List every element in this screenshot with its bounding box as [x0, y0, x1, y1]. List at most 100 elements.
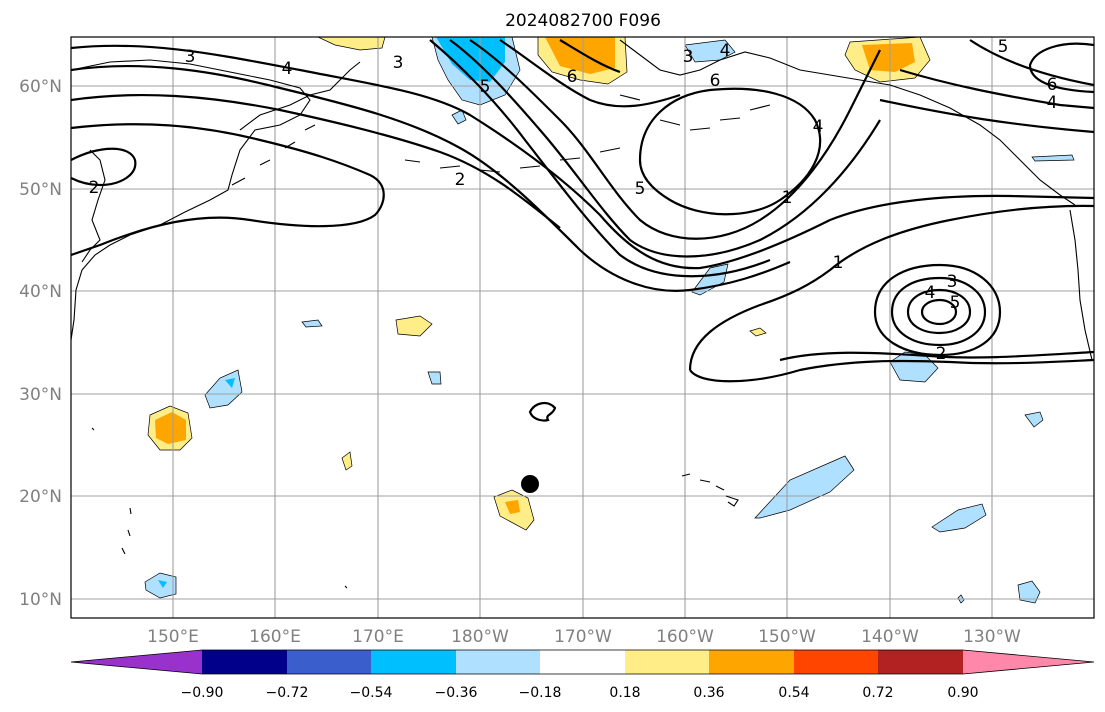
colorbar-tick-label: −0.54: [350, 685, 393, 701]
colorbar-outline: [70, 649, 1095, 675]
contour-label: 3: [393, 53, 404, 73]
shade-yellow-5: [749, 327, 767, 337]
shade-orange-north-core: [545, 37, 615, 74]
contour-label: 6: [567, 67, 578, 87]
shade-orange-1: [155, 412, 186, 444]
colorbar-tick-label: 0.18: [609, 685, 640, 701]
shade-blue-small-1: [451, 109, 467, 125]
lat-label: 10°N: [19, 590, 62, 610]
colorbar-tick-label: −0.18: [519, 685, 562, 701]
storm-center-marker: [521, 475, 539, 493]
contour-lines: [71, 39, 1094, 422]
contour-label: 2: [89, 178, 100, 198]
colorbar-extend-high: [963, 650, 1094, 674]
map-frame: [70, 36, 1095, 619]
colorbar-tick-label: 0.72: [862, 685, 893, 701]
coastlines: [71, 39, 1093, 589]
contour-label: 5: [950, 293, 961, 313]
lat-label: 20°N: [19, 487, 62, 507]
colorbar-segment: [625, 650, 709, 674]
contour-3: [71, 93, 561, 229]
colorbar: −0.90 −0.72 −0.54 −0.36 −0.18 0.18 0.36 …: [70, 649, 1095, 701]
lon-label: 170°W: [554, 627, 612, 647]
latitude-labels: 60°N 50°N 40°N 30°N 20°N 10°N: [19, 77, 62, 610]
contour-7: [449, 39, 881, 258]
shade-yellow-2: [341, 451, 353, 471]
coast-na-west: [1069, 209, 1093, 361]
shade-yellow-west: [317, 37, 386, 51]
colorbar-segment: [287, 650, 371, 674]
lat-label: 60°N: [19, 77, 62, 97]
shade-blue-1: [204, 369, 243, 409]
contour-10: [559, 39, 621, 74]
contour-20: [890, 276, 987, 347]
lat-label: 50°N: [19, 180, 62, 200]
colorbar-tick-label: −0.36: [435, 685, 478, 701]
lon-label: 130°W: [963, 627, 1021, 647]
contour-12: [969, 39, 1094, 87]
shade-blue-6: [889, 351, 939, 383]
lon-label: 170°E: [352, 627, 404, 647]
colorbar-segment: [540, 650, 625, 674]
contour-2: [71, 64, 791, 292]
shade-blue-8: [931, 503, 987, 533]
colorbar-tick-label: −0.72: [266, 685, 309, 701]
shade-cyan-4: [158, 580, 167, 588]
colorbar-extend-low: [71, 650, 202, 674]
contour-label-group: 3 4 3 5 6 3 4 6 6 4 5 2 2 1 1 3 4 5 2 4 …: [89, 37, 1058, 364]
shade-cyan-aleutian: [436, 37, 505, 82]
contour-label: 3: [683, 47, 694, 67]
contour-label: 1: [782, 188, 793, 208]
contour-5: [638, 87, 822, 216]
contour-18: [779, 350, 1094, 362]
contour-21: [906, 288, 972, 335]
contour-23: [528, 402, 557, 422]
contour-label: 5: [635, 179, 646, 199]
contour-label: 3: [185, 47, 196, 67]
contour-8: [429, 39, 771, 278]
contour-17: [689, 358, 1094, 383]
contour-13: [899, 68, 1094, 110]
graticule: [71, 37, 1094, 618]
lat-label: 40°N: [19, 282, 62, 302]
contour-label: 4: [1047, 93, 1058, 113]
shade-orange-4: [505, 500, 520, 514]
contour-15: [71, 147, 137, 187]
shade-blue-4: [144, 572, 177, 599]
colorbar-segment: [456, 650, 540, 674]
coast-aleutian-chain: [404, 147, 621, 173]
colorbar-tick-label: −0.90: [181, 685, 224, 701]
lon-label: 140°W: [861, 627, 919, 647]
shade-blue-11: [1031, 154, 1075, 162]
contour-label: 4: [282, 59, 293, 79]
coast-hawaii: [681, 473, 739, 507]
lon-label: 150°W: [758, 627, 816, 647]
contour-label: 6: [1047, 75, 1058, 95]
colorbar-segment: [794, 650, 878, 674]
coast-aleutian: [619, 94, 771, 131]
colorbar-segment: [202, 650, 287, 674]
lon-label: 160°E: [249, 627, 301, 647]
colorbar-tick-label: 0.36: [693, 685, 724, 701]
colorbar-segment: [371, 650, 456, 674]
colorbar-segment: [878, 650, 963, 674]
contour-label: 4: [925, 283, 936, 303]
contour-1: [71, 44, 1094, 270]
map-title: 2024082700 F096: [505, 11, 661, 31]
contour-label: 1: [833, 253, 844, 273]
shade-blue-10: [1017, 580, 1041, 604]
lat-label: 30°N: [19, 385, 62, 405]
contour-label: 5: [480, 77, 491, 97]
shade-blue-2: [301, 319, 323, 328]
colorbar-tick-label: 0.90: [947, 685, 978, 701]
contour-label: 3: [947, 272, 958, 292]
shade-blue-9: [1024, 411, 1044, 428]
coast-alaska-west: [619, 39, 1076, 206]
coast-kamchatka: [239, 61, 361, 131]
shaded-regions: [144, 37, 1075, 604]
lon-label: 160°W: [656, 627, 714, 647]
coast-kuril: [231, 124, 316, 186]
shade-blue-bering: [684, 39, 736, 63]
contour-11: [1028, 42, 1094, 94]
